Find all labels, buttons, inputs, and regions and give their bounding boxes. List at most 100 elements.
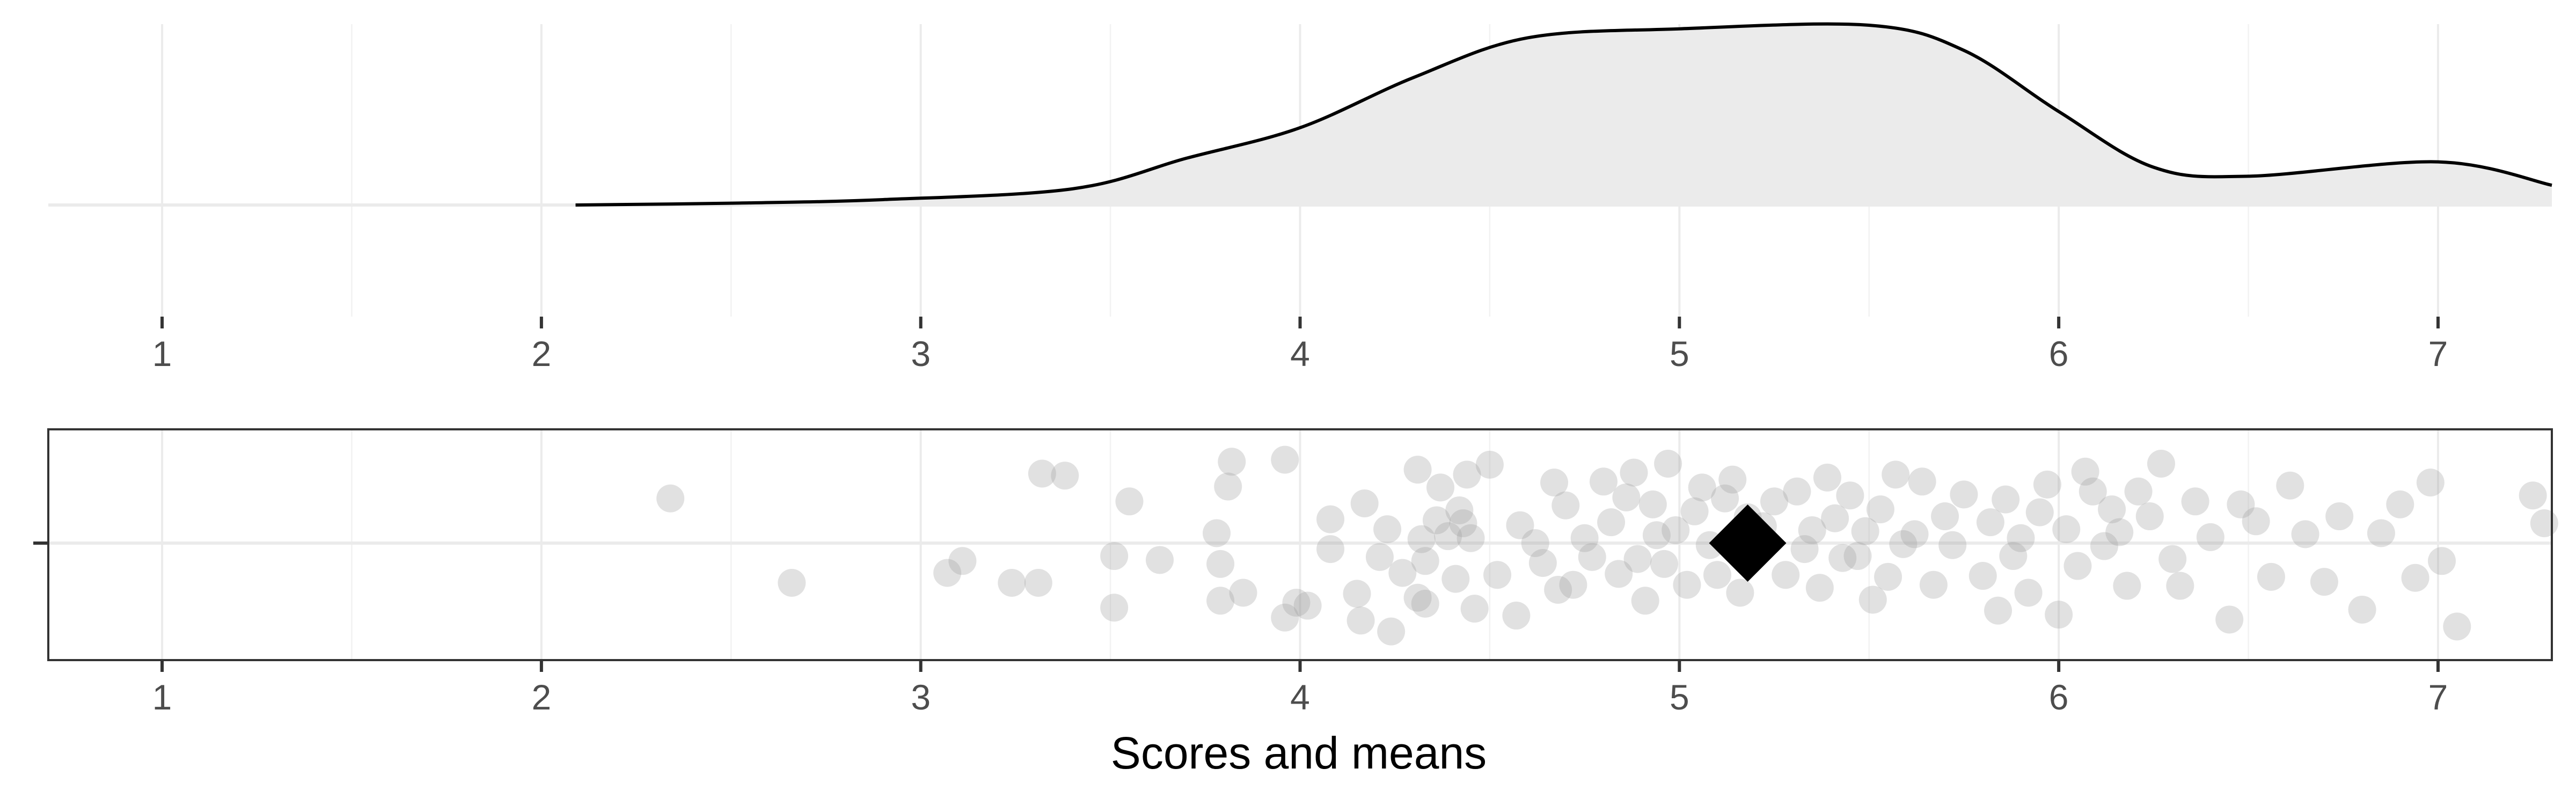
data-point (1028, 459, 1056, 488)
data-point (1578, 543, 1606, 571)
data-point (1900, 520, 1929, 548)
x-tick-label: 1 (152, 334, 172, 374)
jitter-points (656, 445, 2558, 646)
data-point (998, 569, 1026, 597)
x-tick-label: 2 (532, 677, 552, 717)
density-curve (575, 22, 2552, 207)
data-point (1919, 570, 1948, 599)
data-point (1828, 544, 1857, 572)
data-point (1544, 575, 1572, 604)
data-point (2025, 498, 2054, 526)
x-tick-label: 5 (1670, 334, 1689, 374)
density-area (575, 24, 2552, 205)
data-point (2158, 545, 2187, 573)
mean-marker (1709, 504, 1787, 582)
data-point (2227, 490, 2255, 518)
data-point (2045, 601, 2073, 629)
data-point (1388, 559, 1417, 587)
data-point (1346, 606, 1375, 635)
x-tick-label: 2 (532, 334, 552, 374)
data-point (1051, 462, 1079, 490)
data-point (1976, 508, 2004, 537)
data-point (1623, 545, 1652, 573)
data-point (1483, 561, 1512, 589)
density-axis: 1 2 3 4 5 6 7 (152, 317, 2448, 374)
data-point (2071, 457, 2099, 486)
data-point (2325, 502, 2354, 531)
data-point (1115, 487, 1144, 516)
data-point (1612, 483, 1641, 511)
data-point (2530, 509, 2558, 537)
data-point (2242, 507, 2270, 536)
data-point (1950, 480, 1978, 509)
data-point (2147, 450, 2175, 478)
data-point (1821, 504, 1849, 532)
data-point (1445, 496, 1474, 524)
x-tick-label: 7 (2428, 677, 2448, 717)
data-point (1783, 477, 1811, 506)
data-point (948, 547, 977, 575)
data-point (2079, 477, 2107, 506)
data-point (1271, 603, 1299, 632)
data-point (1457, 524, 1485, 552)
data-point (1475, 450, 1504, 479)
data-point (1589, 467, 1618, 496)
data-point (1373, 515, 1402, 544)
data-point (2113, 572, 2141, 600)
data-point (1528, 549, 1557, 577)
data-point (1100, 594, 1129, 622)
data-point (1411, 547, 1439, 575)
data-point (1316, 505, 1345, 533)
data-point (1688, 473, 1716, 502)
data-point (933, 559, 962, 587)
data-point (1726, 579, 1754, 607)
data-point (656, 484, 685, 513)
data-point (2014, 579, 2043, 607)
data-point (2196, 523, 2224, 551)
data-point (1984, 596, 2012, 625)
data-point (1605, 560, 1633, 588)
data-point (1214, 472, 1242, 501)
data-point (1145, 546, 1174, 574)
data-point (2124, 477, 2153, 506)
data-point (1403, 456, 1432, 484)
data-point (1866, 495, 1894, 524)
data-point (1403, 583, 1432, 612)
data-point (1620, 458, 1648, 487)
x-axis-title: Scores and means (1111, 728, 1487, 778)
data-point (1805, 574, 1834, 602)
data-point (1889, 530, 1918, 558)
data-point (1908, 467, 1936, 496)
x-tick-label: 4 (1290, 334, 1310, 374)
data-point (1798, 516, 1826, 544)
data-point (2519, 481, 2547, 510)
data-point (1711, 484, 1739, 513)
data-point (1218, 448, 1246, 476)
x-tick-label: 4 (1290, 677, 1310, 717)
data-point (1836, 481, 1864, 510)
x-tick-label: 3 (911, 677, 931, 717)
data-point (2033, 470, 2061, 499)
x-tick-label: 7 (2428, 334, 2448, 374)
data-point (1411, 589, 1439, 618)
data-point (1938, 531, 1967, 559)
data-point (1350, 489, 1379, 517)
jitter-gridlines (48, 429, 2552, 660)
data-point (2401, 564, 2429, 592)
data-point (1229, 579, 1257, 607)
data-point (2291, 520, 2319, 548)
data-point (778, 569, 806, 597)
data-point (1597, 508, 1626, 537)
data-point (1365, 543, 1394, 571)
data-point (1426, 473, 1455, 502)
data-point (1662, 516, 1690, 544)
data-point (1858, 586, 1887, 614)
data-point (1441, 565, 1470, 593)
x-tick-label: 6 (2049, 677, 2069, 717)
data-point (2215, 605, 2244, 634)
data-point (1570, 524, 1599, 552)
data-point (1316, 535, 1345, 564)
data-point (2348, 595, 2376, 624)
data-point (1882, 460, 1910, 489)
